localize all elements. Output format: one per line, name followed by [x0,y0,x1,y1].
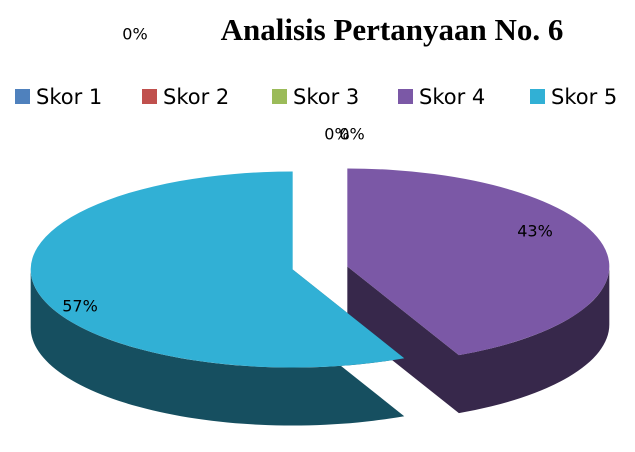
legend: Skor 1 Skor 2 Skor 3 Skor 4 Skor 5 [15,85,617,109]
legend-swatch [142,89,157,104]
legend-swatch [398,89,413,104]
legend-label: Skor 5 [551,85,617,109]
legend-label: Skor 2 [163,85,229,109]
legend-label: Skor 1 [36,85,102,109]
data-label: 0% [122,25,147,44]
legend-swatch [15,89,30,104]
data-label: 43% [517,222,553,241]
pie-tops [30,168,610,368]
legend-swatch [272,89,287,104]
data-labels: 0%0%0%43%57% [62,25,553,316]
slice [30,171,405,368]
legend-label: Skor 4 [419,85,485,109]
data-label: 57% [62,297,98,316]
slice-side [347,168,610,414]
data-label: 0% [324,125,349,144]
legend-swatch [530,89,545,104]
slice-side [30,171,405,426]
pie-sides [30,168,610,426]
legend-label: Skor 3 [293,85,359,109]
slice [347,168,610,356]
data-label: 0% [339,125,364,144]
chart-title: Analisis Pertanyaan No. 6 [221,12,564,47]
